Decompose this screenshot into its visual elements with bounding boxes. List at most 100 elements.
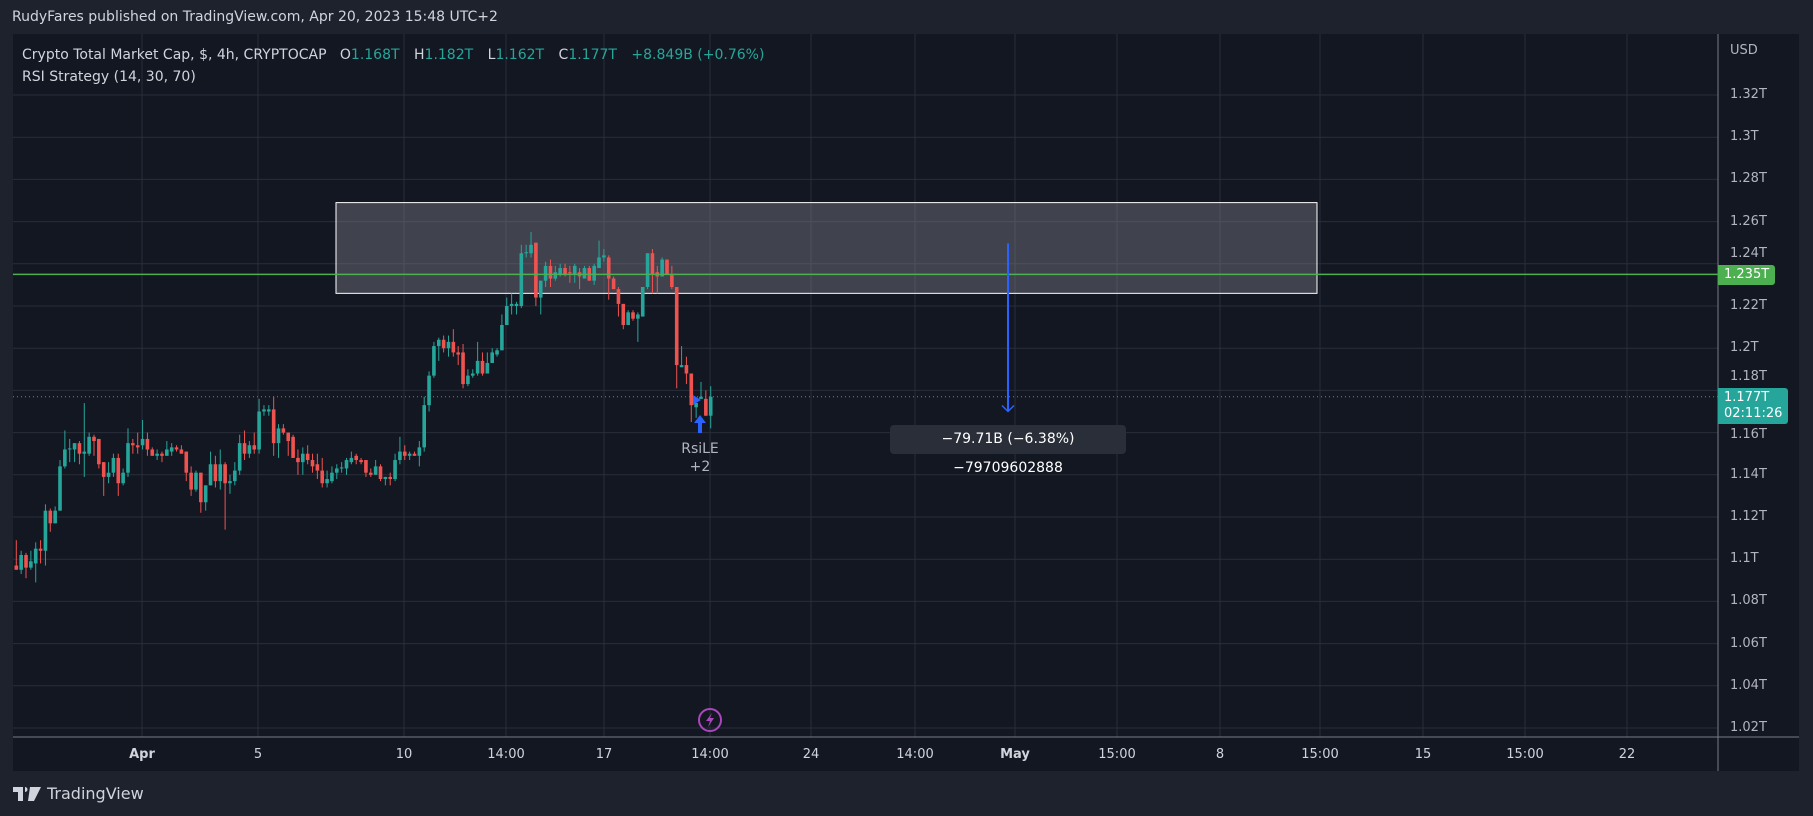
candle: [296, 449, 300, 475]
time-tick-label: 10: [395, 747, 413, 762]
candle: [475, 341, 480, 376]
candle-body: [228, 481, 232, 484]
candle: [417, 441, 422, 467]
candle-body: [393, 460, 397, 480]
candle: [373, 460, 378, 475]
candle: [339, 462, 344, 473]
candle: [412, 451, 417, 456]
candle-body: [325, 479, 329, 484]
open-value: 1.168T: [350, 47, 400, 63]
candle: [257, 398, 261, 454]
candle-body: [485, 362, 490, 374]
time-tick-label: 14:00: [691, 747, 729, 762]
signal-count: +2: [689, 459, 711, 475]
candle-body: [475, 360, 480, 374]
candle-body: [242, 443, 247, 454]
change-value: +8.849B (+0.76%): [631, 47, 765, 63]
candle: [320, 457, 325, 488]
candle-body: [368, 472, 373, 475]
symbol-name[interactable]: Crypto Total Market Cap, $, 4h, CRYPTOCA…: [22, 47, 327, 63]
candle-body: [310, 460, 315, 467]
candle-body: [48, 510, 53, 524]
candle-body: [276, 428, 281, 444]
chart-panel[interactable]: [13, 34, 1799, 771]
buy-arrow-icon: [694, 415, 706, 433]
price-tick-label: 1.18T: [1730, 369, 1767, 384]
candle-body: [383, 476, 388, 480]
price-tick-label: 1.3T: [1730, 129, 1759, 145]
candle-body: [92, 436, 96, 442]
candle: [398, 436, 402, 465]
candle: [553, 265, 558, 281]
candle-body: [558, 268, 562, 275]
candle-body: [145, 438, 150, 450]
candle-body: [436, 339, 441, 347]
time-tick-label: 24: [802, 747, 820, 762]
candle: [179, 445, 184, 454]
open-label: O: [339, 47, 351, 63]
candle: [97, 438, 101, 469]
candle: [383, 476, 388, 486]
candle-body: [82, 451, 87, 454]
candle-body: [233, 470, 237, 482]
candle-body: [140, 438, 145, 446]
candle: [441, 335, 446, 353]
candle-body: [519, 253, 524, 306]
candle-body: [281, 428, 286, 433]
candle-body: [616, 289, 621, 304]
candle-body: [568, 272, 572, 274]
candle-body: [470, 373, 475, 376]
candle: [228, 474, 232, 494]
candle-body: [131, 443, 135, 446]
candle-body: [354, 455, 359, 461]
candle-body: [29, 561, 33, 568]
measure-arrow-head-icon: [1001, 404, 1015, 413]
candle: [310, 453, 315, 473]
tradingview-logo[interactable]: TradingView: [13, 784, 144, 803]
candle: [334, 464, 339, 480]
candle: [611, 276, 616, 290]
candle-body: [213, 464, 218, 482]
candle-body: [553, 272, 558, 279]
lightning-event-icon[interactable]: [695, 705, 725, 735]
candle-body: [563, 268, 567, 275]
candle: [43, 504, 48, 566]
candle: [213, 455, 218, 488]
candle: [33, 542, 38, 583]
candle-body: [330, 472, 334, 482]
candle-body: [72, 443, 77, 450]
candle: [354, 453, 359, 465]
candle-body: [252, 445, 257, 450]
candle: [281, 424, 286, 435]
candle: [174, 445, 179, 452]
candles: [14, 232, 713, 583]
time-tick-label: 17: [595, 747, 613, 762]
candle-body: [524, 252, 528, 254]
candle: [325, 470, 329, 488]
signal-name: RsiLE: [681, 441, 719, 457]
candle-body: [500, 324, 504, 351]
candle-body: [684, 365, 689, 374]
time-tick-label: 15:00: [1506, 747, 1544, 762]
candle: [436, 337, 441, 361]
candle-body: [199, 472, 203, 503]
candle-body: [223, 464, 227, 484]
indicator-name[interactable]: RSI Strategy (14, 30, 70): [22, 69, 196, 85]
candle: [199, 472, 203, 513]
candle-body: [87, 436, 91, 454]
candle-body: [320, 470, 325, 484]
candle: [169, 443, 174, 456]
candle: [247, 441, 252, 458]
candle-body: [456, 352, 460, 355]
candle-body: [514, 303, 519, 306]
candle-body: [631, 312, 635, 319]
candle: [126, 428, 130, 477]
candle-body: [597, 257, 601, 269]
candle-body: [490, 352, 494, 363]
candle-body: [441, 339, 446, 349]
candle-body: [349, 457, 354, 463]
candle: [519, 244, 524, 309]
candle: [616, 287, 621, 317]
candle-body: [135, 445, 140, 448]
